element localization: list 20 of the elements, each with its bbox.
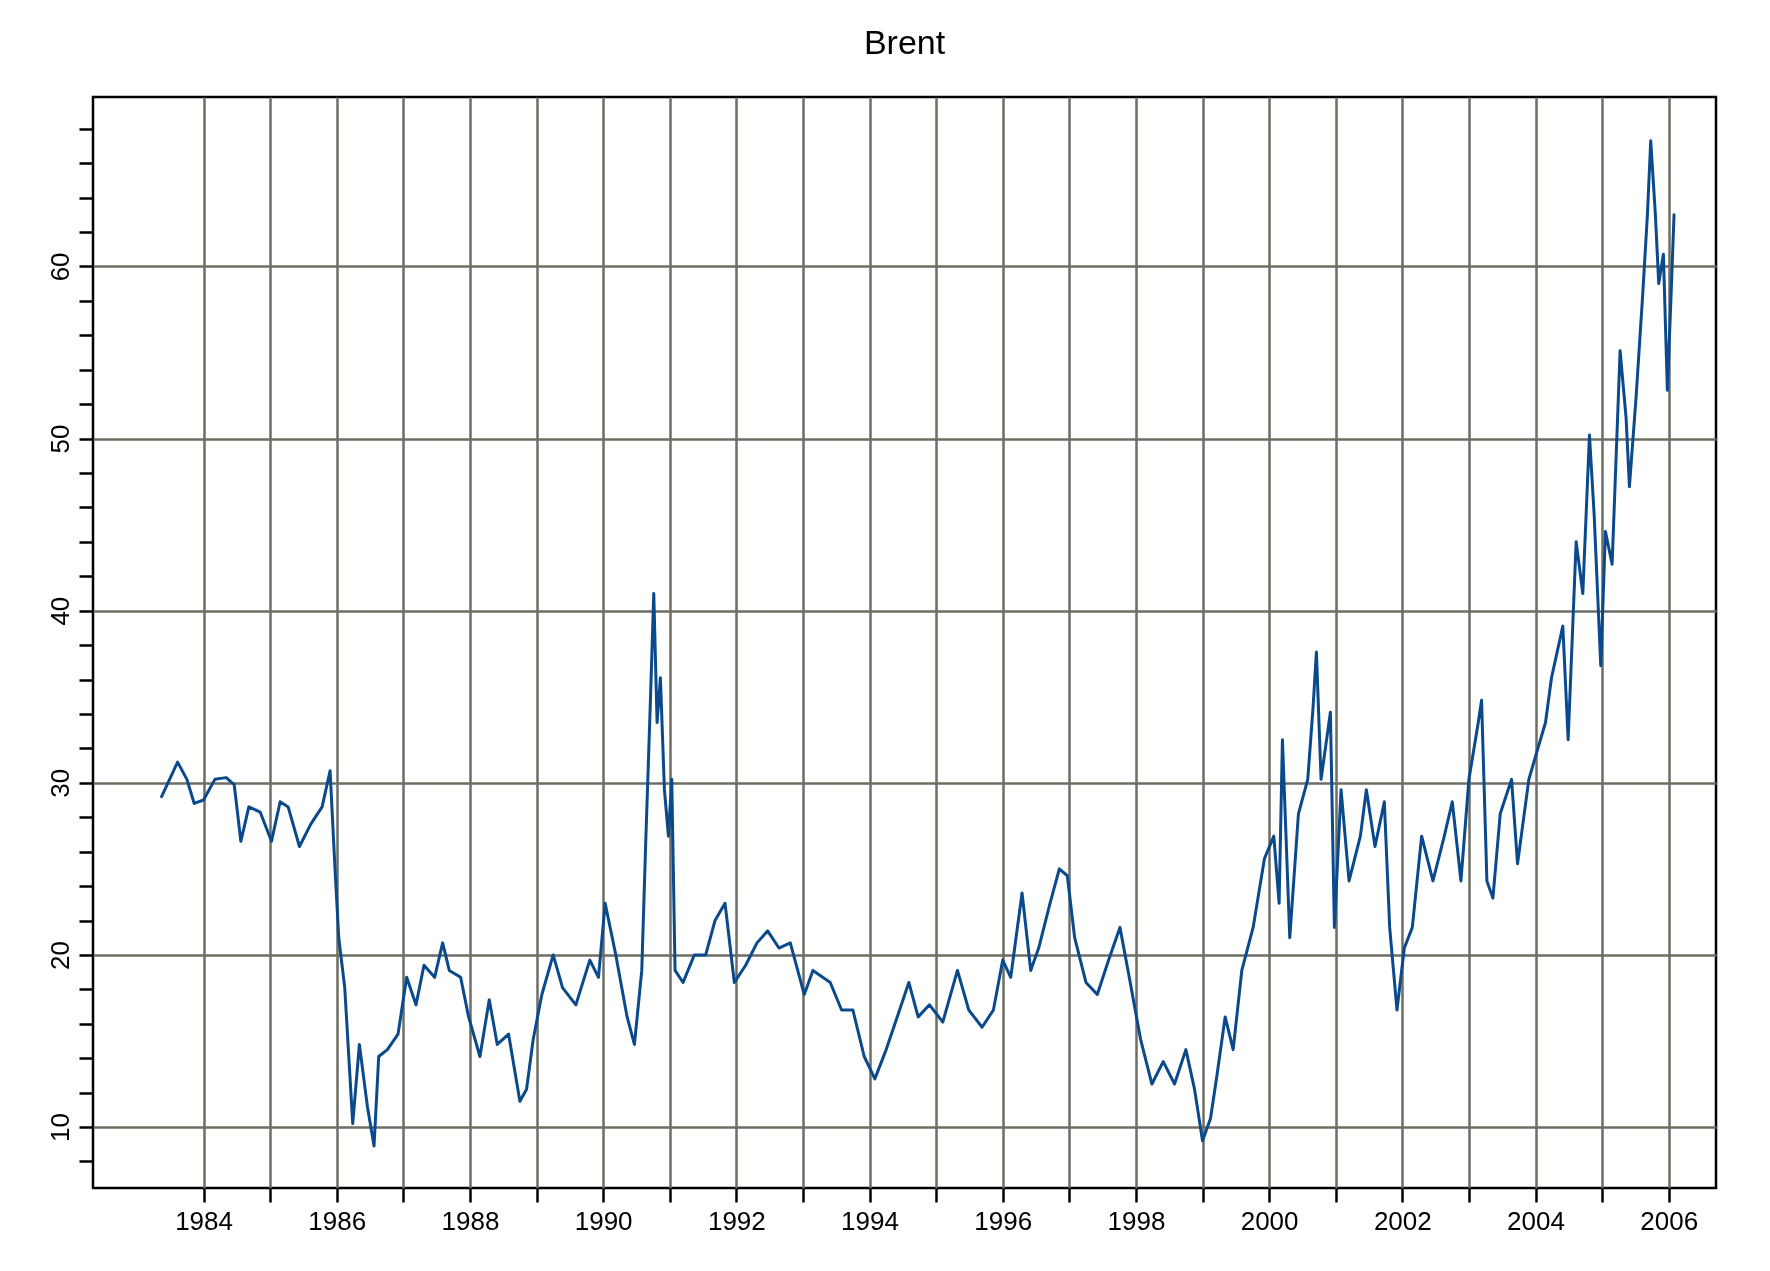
y-tick-label: 30 bbox=[44, 768, 75, 798]
x-tick-label: 1990 bbox=[574, 1205, 633, 1236]
y-tick-label: 20 bbox=[44, 940, 75, 970]
x-tick-label: 2004 bbox=[1507, 1205, 1565, 1236]
line-series bbox=[160, 139, 1676, 1148]
x-tick-label: 1994 bbox=[841, 1205, 899, 1236]
x-tick-label: 1984 bbox=[175, 1205, 233, 1236]
x-tick-label: 1988 bbox=[441, 1205, 500, 1236]
chart-title: Brent bbox=[863, 23, 946, 61]
y-tick-label: 50 bbox=[44, 424, 75, 454]
x-tick-label: 1998 bbox=[1107, 1205, 1166, 1236]
x-tick-label: 1996 bbox=[974, 1205, 1033, 1236]
x-tick-label: 1992 bbox=[707, 1205, 766, 1236]
y-tick-label: 10 bbox=[44, 1113, 75, 1143]
x-tick-label: 1986 bbox=[308, 1205, 367, 1236]
y-tick-label: 60 bbox=[44, 252, 75, 282]
x-tick-label: 2002 bbox=[1373, 1205, 1432, 1236]
x-tick-label: 2006 bbox=[1640, 1205, 1699, 1236]
y-tick-label: 40 bbox=[44, 596, 75, 626]
x-tick-label: 2000 bbox=[1240, 1205, 1299, 1236]
